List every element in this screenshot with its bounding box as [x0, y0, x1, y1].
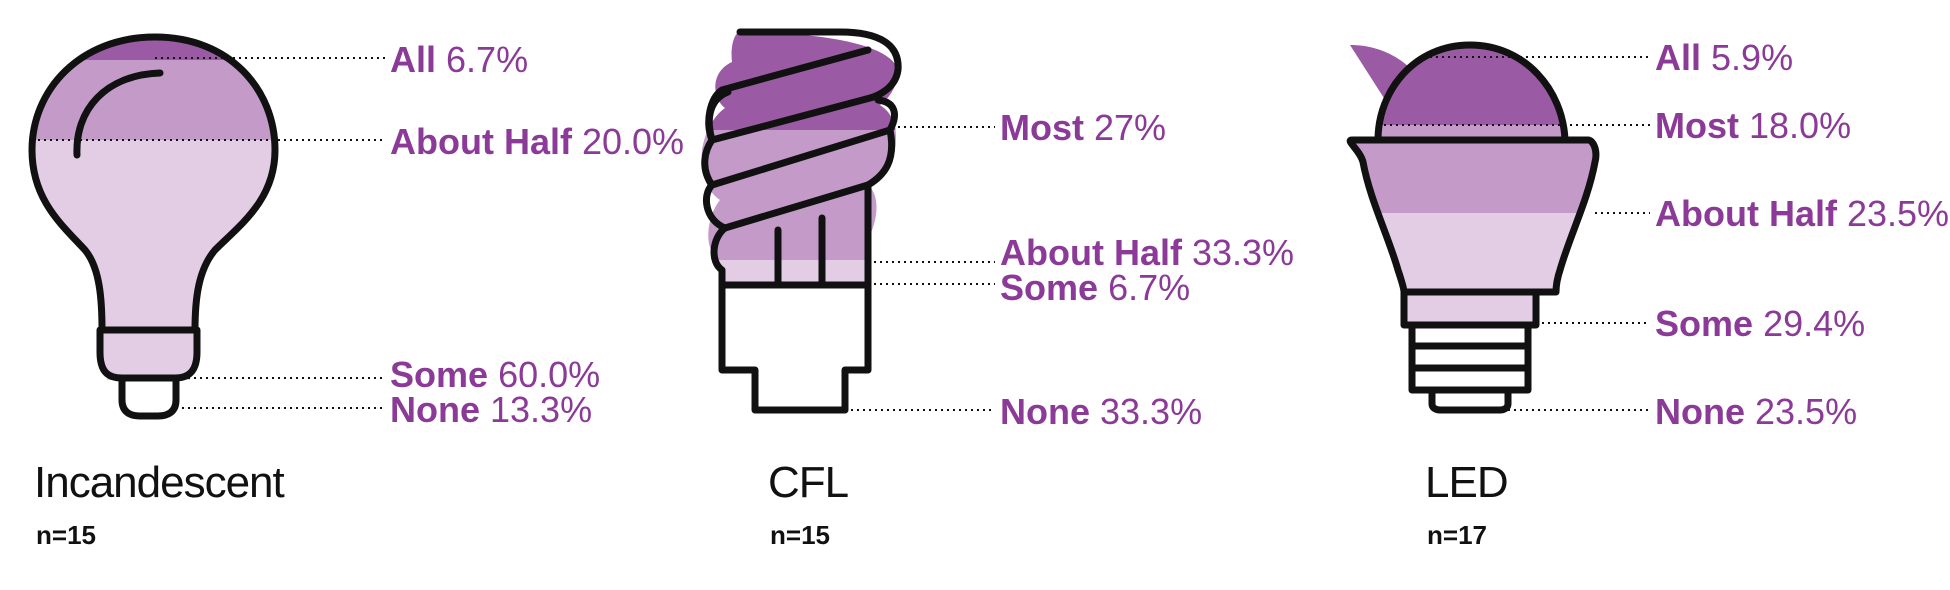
incandescent-highlight: [73, 69, 164, 159]
led-dome-outline: [1374, 41, 1569, 144]
cfl-label-none: None 33.3%: [1000, 391, 1202, 432]
incandescent-label-none: None 13.3%: [390, 389, 592, 430]
led-collar-outline: [1400, 288, 1540, 329]
led-title: LED: [1425, 458, 1509, 507]
incandescent-labels: All 6.7% About Half 20.0% Some 60.0% Non…: [390, 39, 684, 430]
led-label-none: None 23.5%: [1655, 391, 1857, 432]
led-tip-outline: [1428, 386, 1512, 414]
led-label-most: Most 18.0%: [1655, 105, 1851, 146]
incandescent-sample-size: n=15: [36, 520, 96, 550]
cfl-spiral-bottom: [710, 181, 872, 289]
led-body-outline: [1346, 136, 1600, 296]
cfl-spiral-mid: [701, 88, 898, 189]
cfl-sample-size: n=15: [770, 520, 830, 550]
incandescent-bulb: [28, 33, 385, 420]
led-sample-size: n=17: [1427, 520, 1487, 550]
incandescent-label-all: All 6.7%: [390, 39, 528, 80]
led-label-all: All 5.9%: [1655, 37, 1793, 78]
incandescent-band-some: [32, 140, 275, 380]
led-label-about-half: About Half 23.5%: [1655, 193, 1949, 234]
incandescent-tip-outline: [118, 374, 180, 420]
cfl-title: CFL: [768, 458, 849, 507]
led-bulb: [1337, 41, 1650, 414]
led-screw-outline: [1408, 321, 1532, 394]
cfl-band-about-half: [701, 130, 899, 260]
incandescent-label-about-half: About Half 20.0%: [390, 121, 684, 162]
cfl-label-most: Most 27%: [1000, 107, 1166, 148]
led-label-some: Some 29.4%: [1655, 303, 1865, 344]
cfl-bulb: [701, 28, 995, 414]
led-band-some: [1337, 213, 1596, 323]
cfl-label-about-half: About Half 33.3%: [1000, 232, 1294, 273]
cfl-label-some: Some 6.7%: [1000, 267, 1190, 308]
led-labels: All 5.9% Most 18.0% About Half 23.5% Som…: [1655, 37, 1949, 432]
cfl-labels: Most 27% About Half 33.3% Some 6.7% None…: [1000, 107, 1294, 432]
incandescent-label-some: Some 60.0%: [390, 354, 600, 395]
led-band-most: [1337, 57, 1596, 125]
incandescent-title: Incandescent: [34, 458, 285, 507]
